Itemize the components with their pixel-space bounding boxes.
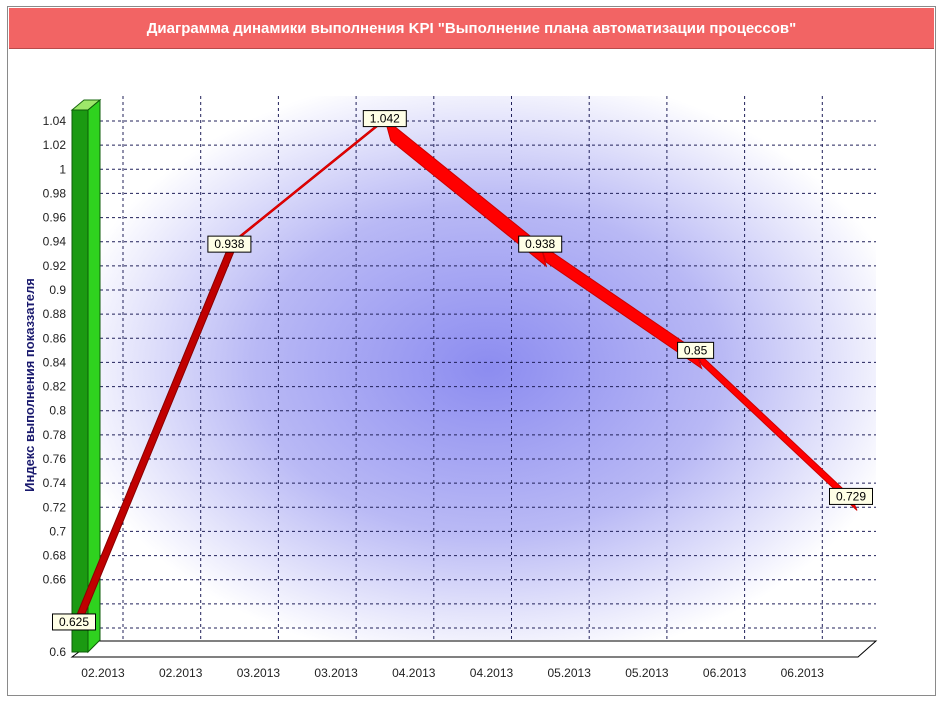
data-label-text: 0.625	[59, 615, 89, 629]
y-tick-label: 1.04	[43, 114, 67, 128]
y-axis-bar-front	[71, 109, 89, 653]
x-tick-label: 04.2013	[470, 666, 514, 680]
y-tick-label: 0.84	[43, 355, 67, 369]
series-ribbon-segment	[695, 349, 858, 511]
y-tick-label: 0.74	[43, 476, 67, 490]
x-tick-label: 06.2013	[781, 666, 825, 680]
y-tick-label: 0.88	[43, 307, 67, 321]
y-tick-label: 0.82	[43, 380, 67, 394]
data-label: 0.85	[677, 341, 715, 359]
series-ribbon-segment	[383, 117, 548, 268]
data-label: 0.729	[829, 487, 873, 505]
x-tick-label: 03.2013	[314, 666, 358, 680]
y-tick-label: 0.86	[43, 331, 67, 345]
data-label: 0.938	[207, 235, 252, 253]
data-label-box	[677, 341, 715, 359]
data-label-box	[52, 613, 96, 631]
y-tick-label: 0.72	[43, 500, 67, 514]
x-tick-label: 03.2013	[237, 666, 281, 680]
y-tick-label: 0.8	[49, 404, 66, 418]
x-axis-floor	[70, 640, 878, 658]
x-tick-label: 02.2013	[81, 666, 125, 680]
chart-title: Диаграмма динамики выполнения KPI "Выпол…	[9, 8, 934, 49]
plot-background	[100, 96, 876, 640]
y-tick-label: 0.98	[43, 186, 67, 200]
x-tick-label: 05.2013	[548, 666, 592, 680]
y-tick-label: 0.7	[49, 524, 66, 538]
data-label: 0.938	[518, 235, 563, 253]
series-ribbon-segment	[539, 242, 703, 370]
x-tick-label: 05.2013	[625, 666, 669, 680]
y-tick-label: 0.92	[43, 259, 67, 273]
y-tick-label: 0.76	[43, 452, 67, 466]
y-tick-label: 0.6	[49, 645, 66, 659]
data-label: 0.625	[52, 613, 96, 631]
y-tick-label: 0.78	[43, 428, 67, 442]
y-tick-label: 0.66	[43, 573, 67, 587]
y-axis-bar-side	[87, 98, 101, 654]
y-axis-title: Индекс выполнения показзателя	[22, 278, 37, 492]
y-tick-label: 0.9	[49, 283, 66, 297]
data-label-box	[518, 235, 563, 253]
data-label-text: 0.938	[214, 237, 244, 251]
data-label-text: 1.042	[370, 112, 400, 126]
data-label-box	[207, 235, 252, 253]
x-tick-label: 04.2013	[392, 666, 436, 680]
y-tick-label: 1	[59, 162, 66, 176]
y-tick-label: 0.96	[43, 211, 67, 225]
data-label-box	[362, 110, 407, 128]
data-label-box	[829, 487, 873, 505]
x-tick-label: 06.2013	[703, 666, 747, 680]
y-tick-label: 0.94	[43, 235, 67, 249]
data-label-text: 0.85	[684, 343, 708, 357]
data-label: 1.042	[362, 110, 407, 128]
y-tick-label: 0.68	[43, 549, 67, 563]
data-label-text: 0.729	[836, 489, 866, 503]
data-label-text: 0.938	[525, 237, 555, 251]
x-tick-label: 02.2013	[159, 666, 203, 680]
y-tick-label: 1.02	[43, 138, 67, 152]
